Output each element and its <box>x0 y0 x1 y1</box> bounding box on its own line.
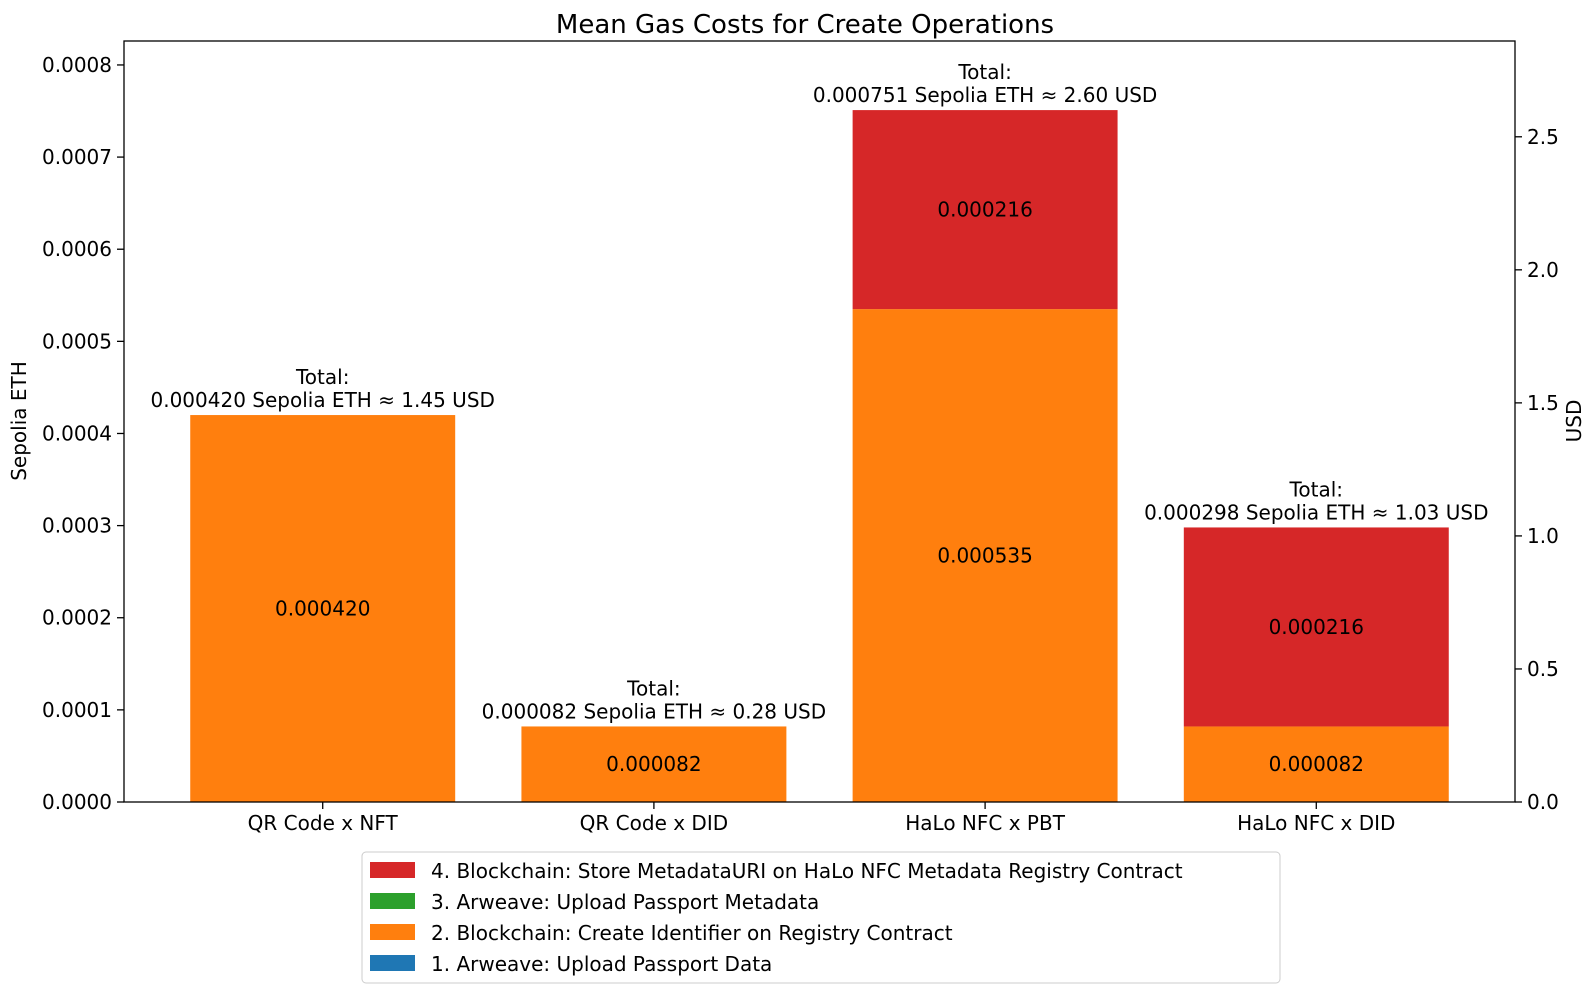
total-title: Total: <box>1289 477 1343 501</box>
y-tick-label: 0.0008 <box>42 53 112 77</box>
y-axis-label: Sepolia ETH <box>7 361 31 481</box>
chart-title: Mean Gas Costs for Create Operations <box>556 10 1054 40</box>
total-label: 0.000082 Sepolia ETH ≈ 0.28 USD <box>482 699 826 723</box>
y-tick-label: 0.0004 <box>42 421 112 445</box>
y-tick-label: 0.0000 <box>42 790 112 814</box>
legend-swatch <box>370 955 415 971</box>
total-label: 0.000751 Sepolia ETH ≈ 2.60 USD <box>813 83 1157 107</box>
y2-tick-label: 0.5 <box>1527 657 1559 681</box>
y-tick-label: 0.0003 <box>42 514 112 538</box>
x-tick-label: QR Code x NFT <box>248 811 399 835</box>
y2-tick-label: 2.0 <box>1527 258 1559 282</box>
x-tick-label: HaLo NFC x PBT <box>905 811 1065 835</box>
legend-label: 2. Blockchain: Create Identifier on Regi… <box>431 921 953 945</box>
y2-tick-label: 1.5 <box>1527 391 1559 415</box>
x-tick-label: QR Code x DID <box>580 811 728 835</box>
y-tick-label: 0.0001 <box>42 698 112 722</box>
bar-value-label: 0.000082 <box>606 752 701 776</box>
plot-frame <box>123 40 1516 803</box>
total-title: Total: <box>295 365 349 389</box>
legend: 4. Blockchain: Store MetadataURI on HaLo… <box>361 851 1281 984</box>
y-tick-label: 0.0007 <box>42 145 112 169</box>
y2-axis-label: USD <box>1562 400 1586 443</box>
legend-label: 3. Arweave: Upload Passport Metadata <box>431 890 819 914</box>
bar-segment <box>1183 726 1449 802</box>
y-tick-label: 0.0002 <box>42 606 112 630</box>
bar-value-label: 0.000216 <box>1269 615 1364 639</box>
legend-frame <box>361 851 1281 984</box>
total-title: Total: <box>957 60 1011 84</box>
y-axis-left: 0.0000 0.0001 0.0002 0.0003 0.0004 0.0005 0.00… <box>42 53 124 814</box>
total-title: Total: <box>626 676 680 700</box>
legend-label: 1. Arweave: Upload Passport Data <box>431 952 772 976</box>
y-tick-label: 0.0005 <box>42 329 112 353</box>
bar-value-label: 0.000535 <box>937 544 1032 568</box>
bar-segment <box>852 309 1118 802</box>
bar-segment <box>852 110 1118 310</box>
y-axis-right: 0.0 0.5 1.0 1.5 2.0 2.5 <box>1515 125 1559 814</box>
legend-swatch <box>370 924 415 940</box>
bar-segment <box>521 726 787 802</box>
legend-swatch <box>370 893 415 909</box>
total-label: 0.000420 Sepolia ETH ≈ 1.45 USD <box>150 388 494 412</box>
legend-swatch <box>370 862 415 878</box>
bar-segment <box>190 415 456 802</box>
bar-value-label: 0.000420 <box>275 597 370 621</box>
bar-value-label: 0.000216 <box>937 198 1032 222</box>
y2-tick-label: 1.0 <box>1527 524 1559 548</box>
x-axis: QR Code x NFT QR Code x DID HaLo NFC x PBT… <box>248 802 1395 835</box>
y2-tick-label: 0.0 <box>1527 790 1559 814</box>
bar-value-label: 0.000082 <box>1269 752 1364 776</box>
total-label: 0.000298 Sepolia ETH ≈ 1.03 USD <box>1144 500 1488 524</box>
legend-label: 4. Blockchain: Store MetadataURI on HaLo… <box>431 859 1183 883</box>
y2-tick-label: 2.5 <box>1527 125 1559 149</box>
bar-segment <box>1183 527 1449 727</box>
x-tick-label: HaLo NFC x DID <box>1237 811 1395 835</box>
y-tick-label: 0.0006 <box>42 237 112 261</box>
